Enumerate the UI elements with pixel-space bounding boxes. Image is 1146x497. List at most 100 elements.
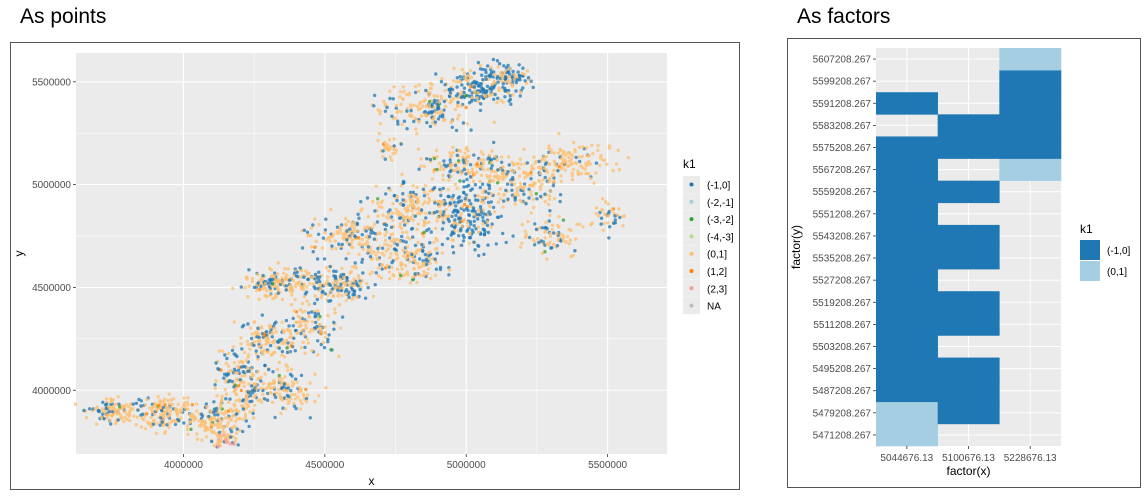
data-point [525,161,530,165]
data-point [241,417,245,421]
data-point [271,274,275,278]
data-point [160,420,164,424]
data-point [245,394,249,398]
data-point [495,181,500,185]
data-point [299,373,304,378]
data-point [208,409,212,413]
y-tick-label: 5000000 [32,180,71,191]
data-point [249,367,253,371]
data-point [421,202,425,206]
data-point [306,393,310,397]
data-point [328,283,333,288]
data-point [163,403,167,407]
data-point [460,224,464,228]
data-point [258,278,263,282]
data-point [614,162,619,166]
data-point [545,227,549,231]
data-point [512,169,516,174]
data-point [584,161,588,166]
legend-label: (0,1] [707,250,727,261]
data-point [509,168,514,172]
data-point [447,178,451,182]
data-point [376,246,380,251]
data-point [344,298,348,302]
data-point [606,202,610,206]
data-point [373,209,377,213]
data-point [450,153,454,157]
data-point [547,202,551,207]
data-point [313,315,317,319]
data-point [558,199,562,204]
heatmap-tile [937,247,1000,270]
data-point [334,269,338,274]
data-point [422,99,426,104]
data-point [338,277,343,281]
data-point [368,255,373,259]
heatmap-tile [937,224,1000,248]
data-point [405,221,409,225]
data-point [581,225,585,229]
data-point [418,248,422,253]
data-point [481,190,485,195]
data-point [434,260,438,264]
data-point [548,234,553,239]
data-point [318,287,323,291]
data-point [149,415,153,420]
data-point [277,373,281,378]
data-point [418,211,422,216]
data-point [422,194,427,198]
data-point [433,257,437,261]
data-point [248,394,253,398]
data-point [99,415,104,420]
data-point [470,95,474,99]
data-point [324,238,328,242]
data-point [563,153,568,157]
data-point [607,146,612,150]
data-point [486,175,490,180]
data-point [543,162,548,166]
data-point [200,422,204,427]
data-point [540,182,544,186]
data-point [501,231,505,236]
data-point [256,377,260,382]
data-point [243,412,248,417]
data-point [486,167,490,172]
data-point [426,259,430,263]
data-point [295,380,299,384]
data-point [383,266,388,270]
data-point [488,174,492,178]
data-point [467,236,472,240]
data-point [426,220,431,224]
data-point [506,70,511,74]
data-point [284,284,289,288]
data-point [397,277,402,281]
data-point [248,399,252,404]
data-point [451,251,456,255]
data-point [511,69,515,74]
data-point [428,261,432,265]
data-point [124,403,128,407]
data-point [237,416,242,421]
data-point [478,179,482,183]
data-point [584,171,588,176]
data-point [323,228,328,232]
data-point [378,112,382,116]
data-point [162,400,166,404]
data-point [504,240,508,245]
data-point [425,157,429,161]
data-point [377,231,381,235]
data-point [470,228,474,232]
data-point [212,415,216,420]
data-point [306,277,310,282]
data-point [360,260,364,264]
data-point [244,406,249,410]
data-point [415,185,419,189]
data-point [240,404,244,408]
data-point [292,309,296,313]
data-point [470,91,474,95]
data-point [515,187,519,191]
data-point [485,223,490,228]
data-point [464,172,468,176]
data-point [338,227,342,232]
data-point [543,250,547,254]
